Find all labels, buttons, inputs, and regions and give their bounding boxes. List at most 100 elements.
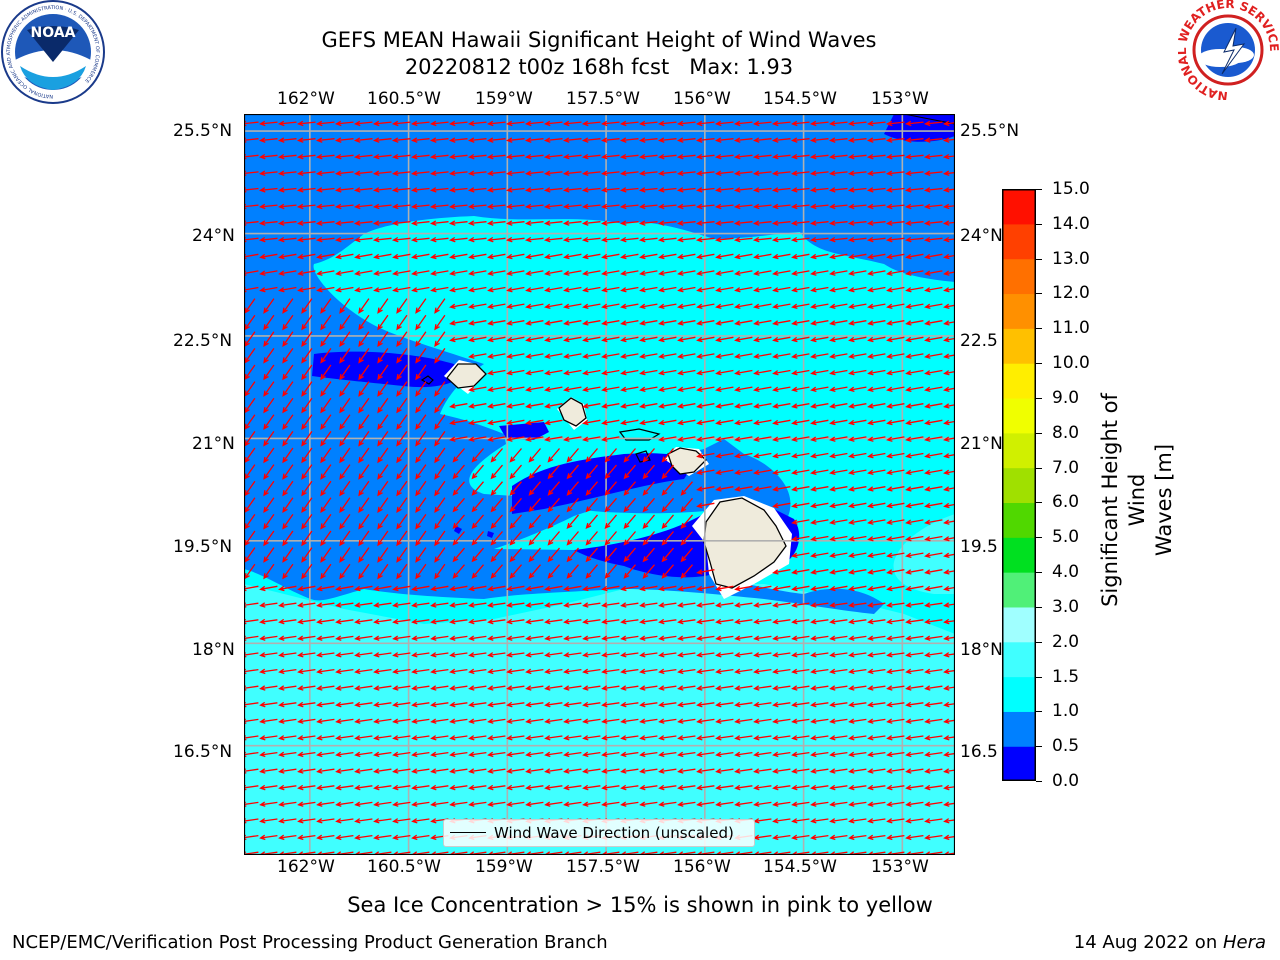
wave-arrow xyxy=(506,436,525,442)
wave-arrow xyxy=(601,320,620,326)
wave-arrow xyxy=(866,137,886,143)
wave-arrow xyxy=(411,618,430,625)
wave-arrow xyxy=(886,386,905,393)
wave-arrow xyxy=(296,220,316,226)
lon-label-top-2: 160.5°W xyxy=(367,89,441,109)
wave-arrow xyxy=(391,120,411,127)
wave-arrow xyxy=(639,635,658,641)
wave-arrow xyxy=(301,298,313,314)
wave-arrow xyxy=(847,170,867,177)
wave-arrow xyxy=(377,414,389,431)
wave-arrow xyxy=(848,552,867,559)
wave-arrow xyxy=(676,203,696,210)
wave-arrow xyxy=(809,170,829,177)
wave-arrow xyxy=(525,618,544,625)
wave-arrow xyxy=(623,531,636,546)
wave-arrow xyxy=(316,286,335,293)
wave-arrow xyxy=(373,253,392,260)
wave-arrow xyxy=(714,120,734,127)
wave-arrow xyxy=(566,497,579,513)
wave-arrow xyxy=(848,286,867,293)
wave-arrow xyxy=(392,768,411,774)
wave-arrow xyxy=(263,381,275,397)
wave-arrow xyxy=(867,419,886,426)
wave-arrow xyxy=(449,436,468,442)
wave-arrow xyxy=(524,236,544,243)
wave-arrow xyxy=(471,514,484,530)
lat-label-right-3: 22.5 xyxy=(960,331,998,351)
wave-arrow xyxy=(680,514,693,530)
wave-arrow xyxy=(468,602,487,608)
wave-arrow xyxy=(639,751,658,758)
wave-arrow xyxy=(301,447,313,464)
wave-arrow xyxy=(791,701,810,708)
wave-arrow xyxy=(316,270,335,276)
wave-arrow xyxy=(696,569,715,575)
wave-arrow xyxy=(943,336,954,343)
wave-arrow xyxy=(547,497,560,513)
wave-arrow xyxy=(410,203,430,210)
wave-arrow xyxy=(544,585,563,592)
wave-arrow xyxy=(753,735,772,741)
wave-arrow xyxy=(695,137,715,143)
wave-arrow xyxy=(544,320,563,326)
wave-arrow xyxy=(296,187,316,193)
wave-arrow xyxy=(581,220,601,226)
wave-arrow xyxy=(434,547,446,563)
wave-arrow xyxy=(544,419,563,426)
wave-arrow xyxy=(258,220,278,226)
wave-arrow xyxy=(733,187,753,193)
wave-arrow xyxy=(886,336,905,343)
wave-arrow xyxy=(905,419,924,426)
colorbar-tick-label: 11.0 xyxy=(1052,318,1090,339)
wave-arrow xyxy=(547,531,560,546)
wave-arrow xyxy=(505,203,525,210)
wave-arrow xyxy=(696,502,715,509)
wave-arrow xyxy=(449,718,468,724)
wave-arrow xyxy=(354,685,373,691)
wave-arrow xyxy=(829,353,848,359)
wave-arrow xyxy=(905,652,924,658)
wave-arrow xyxy=(620,768,639,774)
wave-arrow xyxy=(734,718,753,724)
wave-arrow xyxy=(696,436,715,442)
wave-arrow xyxy=(772,718,791,724)
colorbar-swatch xyxy=(1002,502,1036,538)
wave-arrow xyxy=(410,120,430,127)
wave-arrow xyxy=(829,286,848,293)
wave-arrow xyxy=(544,735,563,741)
wave-arrow xyxy=(829,502,848,509)
wave-arrow xyxy=(715,452,734,459)
wave-arrow xyxy=(676,220,696,226)
wave-arrow xyxy=(867,618,886,625)
wave-arrow xyxy=(377,514,389,530)
wave-arrow xyxy=(524,220,544,226)
wave-arrow xyxy=(772,685,791,691)
wave-arrow xyxy=(734,652,753,658)
wave-arrow xyxy=(676,236,696,243)
wave-arrow xyxy=(620,668,639,675)
wave-arrow xyxy=(867,253,886,260)
wave-arrow xyxy=(715,253,734,260)
wave-arrow xyxy=(320,364,332,381)
wave-arrow xyxy=(525,768,544,774)
wave-arrow xyxy=(245,635,259,641)
wave-arrow xyxy=(263,464,275,480)
wave-arrow xyxy=(924,834,943,841)
island-niihau xyxy=(420,375,434,385)
wave-arrow xyxy=(430,751,449,758)
wave-arrow xyxy=(505,153,525,160)
wave-arrow xyxy=(430,585,449,592)
wave-arrow xyxy=(334,137,354,143)
wave-arrow xyxy=(544,602,563,608)
wave-arrow xyxy=(905,635,924,641)
wave-arrow xyxy=(429,236,449,243)
wave-arrow xyxy=(245,187,259,193)
wave-arrow xyxy=(316,718,335,724)
wave-arrow xyxy=(829,519,848,525)
wave-arrow xyxy=(415,298,427,314)
wave-arrow xyxy=(601,270,620,276)
wave-arrow xyxy=(468,320,487,326)
wave-arrow xyxy=(245,618,259,625)
wave-arrow xyxy=(245,203,259,210)
